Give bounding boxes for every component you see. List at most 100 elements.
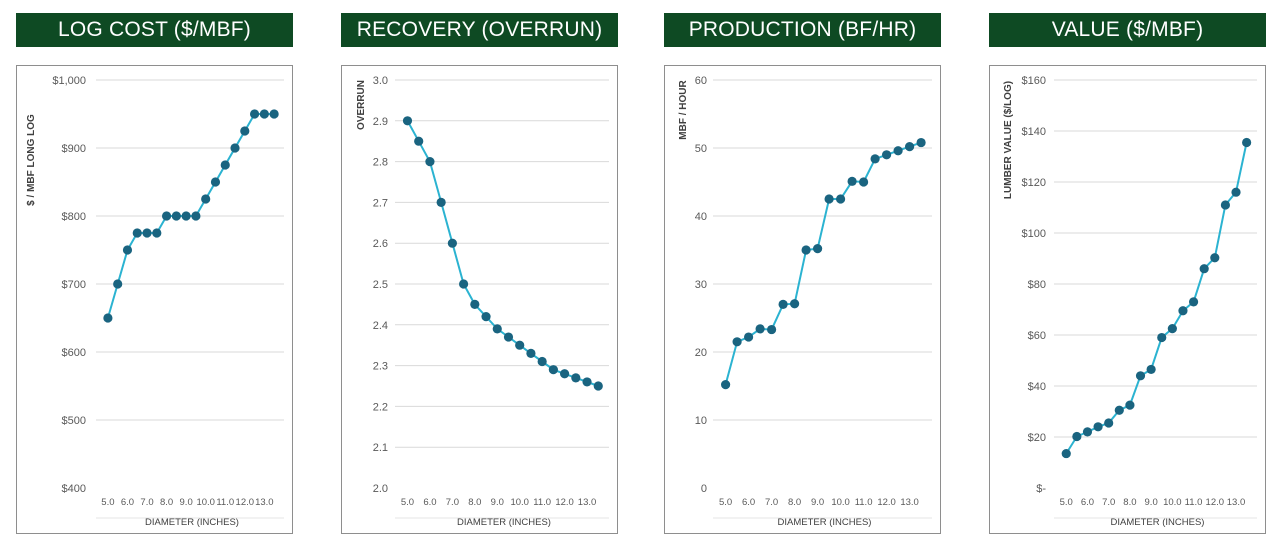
data-point xyxy=(470,299,480,309)
x-tick-label: 9.0 xyxy=(1145,497,1158,508)
y-tick-label: $160 xyxy=(1022,75,1046,87)
data-point xyxy=(515,340,525,350)
data-point xyxy=(824,194,834,204)
y-tick-label: $600 xyxy=(62,347,86,359)
data-point xyxy=(402,116,413,126)
chart-panel-production: PRODUCTION (BF/HR) 0 10 20 30 40 50 60 5.0 6.0 7.… xyxy=(664,0,959,547)
data-point xyxy=(1146,364,1156,375)
x-tick-label: 12.0 xyxy=(555,497,574,508)
data-point xyxy=(1178,306,1188,316)
data-point xyxy=(113,279,123,289)
data-point xyxy=(210,177,221,187)
y-tick-label: $- xyxy=(1036,483,1046,495)
data-point xyxy=(560,369,570,379)
data-point xyxy=(1061,448,1071,459)
data-point xyxy=(201,194,211,204)
y-axis-label: OVERRUN xyxy=(356,80,367,130)
chart-panel-recovery: RECOVERY (OVERRUN) 2.0 2.1 2.2 2.3 2.4 2.5 2.6… xyxy=(341,0,636,547)
y-tick-label: 2.0 xyxy=(373,483,388,495)
y-tick-label: 2.9 xyxy=(373,116,388,128)
x-tick-label: 12.0 xyxy=(877,497,896,508)
x-tick-label: 6.0 xyxy=(742,497,755,508)
x-axis-label: DIAMETER (INCHES) xyxy=(145,517,239,528)
y-axis-label: $ / MBF LONG LOG xyxy=(26,114,37,206)
data-point xyxy=(240,126,250,136)
series-line xyxy=(724,141,922,385)
data-point xyxy=(132,228,142,238)
y-tick-label: $800 xyxy=(62,211,86,223)
x-axis-label: DIAMETER (INCHES) xyxy=(1111,517,1205,528)
data-point xyxy=(778,299,788,309)
x-tick-label: 6.0 xyxy=(121,497,134,508)
data-point xyxy=(1210,253,1220,263)
y-tick-label: $1,000 xyxy=(52,75,86,87)
data-point xyxy=(1125,400,1135,410)
chart-title: RECOVERY (OVERRUN) xyxy=(341,13,618,47)
chart-frame xyxy=(664,65,941,534)
x-tick-label: 8.0 xyxy=(468,497,481,508)
x-tick-label: 8.0 xyxy=(788,497,801,508)
data-point xyxy=(744,332,754,342)
data-point xyxy=(755,324,765,334)
x-tick-label: 13.0 xyxy=(255,497,274,508)
y-tick-label: 30 xyxy=(695,279,707,291)
x-tick-label: 12.0 xyxy=(1206,497,1225,508)
y-tick-label: $20 xyxy=(1028,432,1046,444)
data-point xyxy=(916,137,926,148)
data-point xyxy=(220,160,230,170)
chart-production: 0 10 20 30 40 50 60 5.0 6.0 7.0 8.0 9.0 10.0 11.0 12.0… xyxy=(678,75,932,528)
data-point xyxy=(152,228,162,238)
data-point xyxy=(1188,297,1199,307)
data-point xyxy=(905,142,915,152)
data-point xyxy=(191,211,201,221)
x-tick-label: 7.0 xyxy=(1102,497,1115,508)
data-point xyxy=(1231,187,1241,197)
data-point xyxy=(103,313,113,323)
data-point xyxy=(1220,200,1231,210)
x-tick-label: 12.0 xyxy=(236,497,255,508)
x-tick-label: 10.0 xyxy=(831,497,850,508)
data-point xyxy=(593,381,603,391)
series-line xyxy=(406,120,599,387)
y-tick-label: 20 xyxy=(695,347,707,359)
data-point xyxy=(414,136,424,146)
chart-frame xyxy=(989,65,1266,534)
y-tick-label: 2.3 xyxy=(373,361,388,373)
x-tick-label: 13.0 xyxy=(1227,497,1246,508)
y-tick-label: 2.5 xyxy=(373,279,388,291)
data-point xyxy=(1135,371,1146,381)
y-tick-label: 2.7 xyxy=(373,197,388,209)
data-point xyxy=(813,244,823,254)
y-tick-label: 2.8 xyxy=(373,157,388,169)
x-axis-label: DIAMETER (INCHES) xyxy=(457,517,551,528)
data-point xyxy=(459,279,469,289)
y-tick-label: 10 xyxy=(695,415,707,427)
data-point xyxy=(571,373,581,383)
y-tick-label: $100 xyxy=(1022,228,1046,240)
x-tick-label: 7.0 xyxy=(140,497,153,508)
x-tick-label: 11.0 xyxy=(855,497,873,508)
y-axis-label: MBF / HOUR xyxy=(678,80,689,140)
data-point xyxy=(767,324,777,335)
data-point xyxy=(503,332,514,342)
y-tick-label: 0 xyxy=(701,483,707,495)
y-tick-label: 40 xyxy=(695,211,707,223)
data-point xyxy=(142,228,152,238)
x-tick-label: 9.0 xyxy=(180,497,193,508)
data-point xyxy=(790,299,800,309)
data-point xyxy=(249,109,260,119)
y-tick-label: 2.1 xyxy=(373,442,388,454)
chart-value: $- $20 $40 $60 $80 $100 $120 $140 $160 5.0 6.0 7.0 8… xyxy=(1003,75,1257,528)
y-axis-label: LUMBER VALUE ($/LOG) xyxy=(1003,81,1014,199)
data-point xyxy=(436,197,446,207)
chart-panel-log-cost: LOG COST ($/MBF) $400 $500 $600 $700 $800 $90… xyxy=(16,0,311,547)
data-point xyxy=(122,245,133,255)
chart-title: VALUE ($/MBF) xyxy=(989,13,1266,47)
x-tick-label: 11.0 xyxy=(533,497,551,508)
data-point xyxy=(847,176,857,186)
x-tick-label: 10.0 xyxy=(1163,497,1182,508)
data-point xyxy=(425,157,435,167)
data-point xyxy=(893,146,903,156)
data-point xyxy=(269,109,279,119)
x-tick-label: 5.0 xyxy=(101,497,114,508)
